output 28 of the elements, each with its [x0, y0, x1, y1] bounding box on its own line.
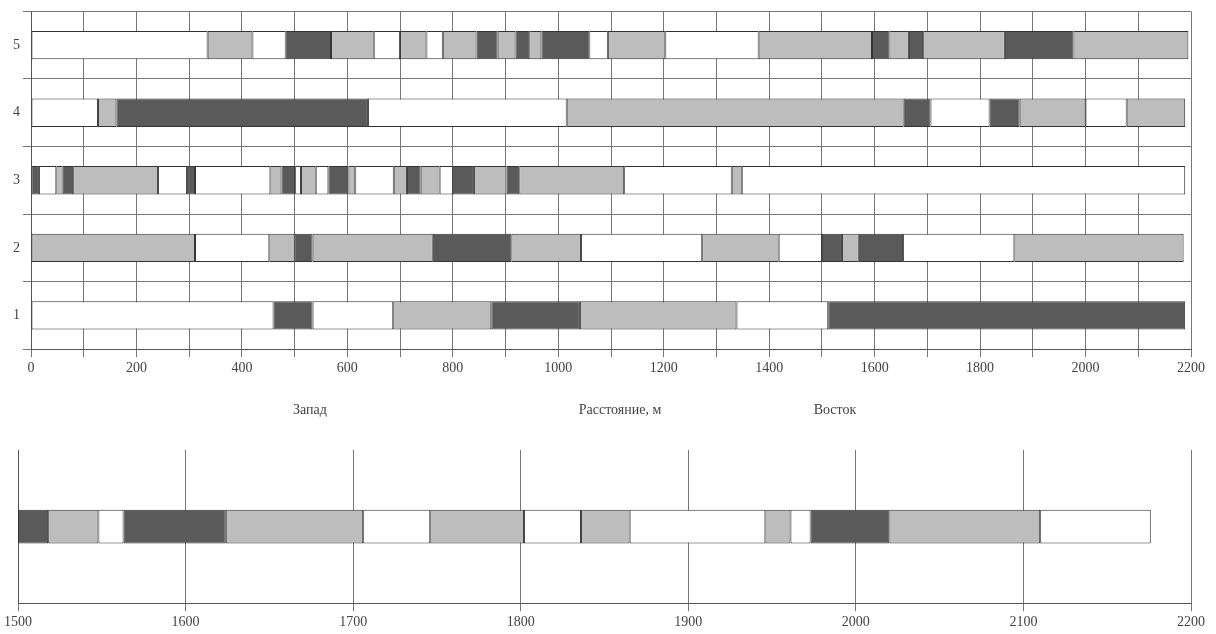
y-tick-label: 4: [13, 104, 20, 120]
x-tick-label: 1400: [755, 360, 784, 376]
x-tick-label: 2100: [1009, 614, 1038, 630]
y-tick-label: 2: [13, 239, 20, 255]
x-tick-label: 2200: [1177, 360, 1205, 376]
x-tick-label: 200: [125, 360, 147, 376]
text: Запад: [293, 402, 327, 418]
x-tick-label: 1800: [506, 614, 535, 630]
x-tick-label: 600: [336, 360, 358, 376]
x-tick-label: 800: [442, 360, 464, 376]
x-tick-label: 400: [231, 360, 253, 376]
y-tick-label: 5: [13, 36, 20, 52]
x-tick-label: 1700: [339, 614, 368, 630]
x-tick-label: 1900: [674, 614, 703, 630]
x-tick-label: 0: [27, 360, 35, 376]
text: Восток: [813, 402, 857, 418]
y-tick-label: 3: [13, 171, 20, 187]
y-tick-label: 1: [13, 307, 20, 323]
x-axis-title: Расстояние, м: [578, 402, 662, 418]
x-tick-label: 2200: [1177, 614, 1205, 630]
x-tick-label: 2000: [1071, 360, 1100, 376]
x-tick-label: 1500: [4, 614, 32, 630]
x-tick-label: 1600: [171, 614, 200, 630]
x-tick-label: 1600: [860, 360, 889, 376]
x-tick-label: 2000: [841, 614, 870, 630]
x-tick-label: 1800: [966, 360, 995, 376]
x-tick-label: 1200: [649, 360, 678, 376]
x-tick-label: 1000: [544, 360, 573, 376]
